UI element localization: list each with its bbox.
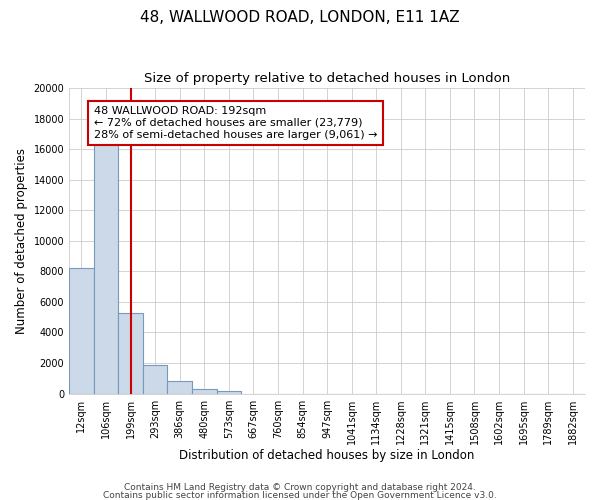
Bar — [217, 390, 241, 394]
Bar — [69, 268, 94, 394]
Bar — [192, 389, 217, 394]
Bar — [167, 382, 192, 394]
Bar — [94, 140, 118, 394]
Text: 48 WALLWOOD ROAD: 192sqm
← 72% of detached houses are smaller (23,779)
28% of se: 48 WALLWOOD ROAD: 192sqm ← 72% of detach… — [94, 106, 377, 140]
X-axis label: Distribution of detached houses by size in London: Distribution of detached houses by size … — [179, 450, 475, 462]
Text: Contains HM Land Registry data © Crown copyright and database right 2024.: Contains HM Land Registry data © Crown c… — [124, 484, 476, 492]
Title: Size of property relative to detached houses in London: Size of property relative to detached ho… — [144, 72, 510, 86]
Y-axis label: Number of detached properties: Number of detached properties — [15, 148, 28, 334]
Bar — [118, 312, 143, 394]
Bar — [143, 366, 167, 394]
Text: Contains public sector information licensed under the Open Government Licence v3: Contains public sector information licen… — [103, 491, 497, 500]
Text: 48, WALLWOOD ROAD, LONDON, E11 1AZ: 48, WALLWOOD ROAD, LONDON, E11 1AZ — [140, 10, 460, 25]
